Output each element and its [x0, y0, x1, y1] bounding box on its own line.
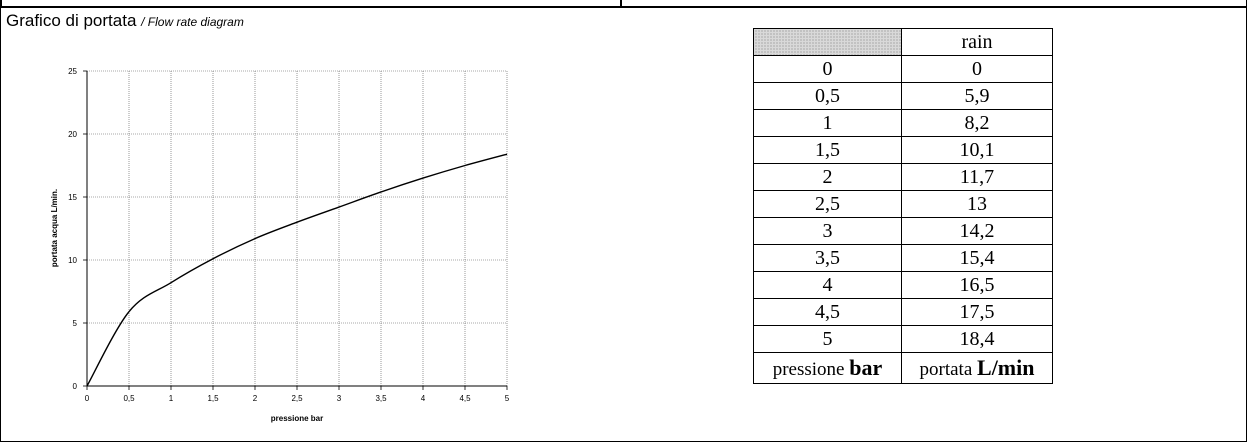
x-tick-label: 3,5	[375, 394, 387, 403]
pressure-cell: 4	[753, 271, 902, 299]
pressure-cell: 3	[753, 217, 902, 245]
y-tick-label: 0	[73, 382, 78, 391]
flow-cell: 14,2	[901, 217, 1053, 245]
footer-flow-unit: L/min	[977, 355, 1035, 380]
flow-cell: 16,5	[901, 271, 1053, 299]
pressure-cell: 1,5	[753, 136, 902, 164]
footer-pressure-text: pressione	[772, 359, 845, 380]
x-tick-labels: 0 0,5 1 1,5 2 2,5 3 3,5 4 4,5 5	[85, 394, 510, 403]
table-row: 3 14,2	[753, 217, 1053, 245]
pressure-cell: 3,5	[753, 244, 902, 272]
flow-rate-chart: 0 0,5 1 1,5 2 2,5 3 3,5 4 4,5 5 0 5 10 15 20 25 pressio…	[50, 67, 510, 423]
x-tick-label: 4	[421, 394, 426, 403]
pressure-cell: 4,5	[753, 298, 902, 326]
top-rule-divider	[620, 0, 622, 8]
y-tick-label: 25	[68, 67, 77, 76]
table-row: 4 16,5	[753, 271, 1053, 299]
flow-cell: 13	[901, 190, 1053, 218]
pressure-cell: 2	[753, 163, 902, 191]
table-row: 3,5 15,4	[753, 244, 1053, 272]
y-tick-label: 20	[68, 130, 77, 139]
table-row: 5 18,4	[753, 325, 1053, 353]
chart-axes	[83, 70, 508, 390]
flow-rate-curve	[86, 153, 508, 387]
table-row: 4,5 17,5	[753, 298, 1053, 326]
flow-cell: 10,1	[901, 136, 1053, 164]
table-row: 0,5 5,9	[753, 82, 1053, 110]
flow-cell: 15,4	[901, 244, 1053, 272]
heading-title-it: Grafico di portata	[6, 11, 137, 30]
heading-title-en: / Flow rate diagram	[141, 15, 244, 29]
footer-flow: portata L/min	[901, 352, 1053, 384]
top-rule-left-stub	[1, 0, 2, 8]
x-tick-label: 4,5	[459, 394, 471, 403]
pressure-cell: 5	[753, 325, 902, 353]
table-row: 1 8,2	[753, 109, 1053, 137]
flow-cell: 17,5	[901, 298, 1053, 326]
table-row: 2 11,7	[753, 163, 1053, 191]
x-tick-label: 2,5	[291, 394, 303, 403]
y-tick-label: 5	[73, 319, 78, 328]
flow-cell: 0	[901, 55, 1053, 83]
y-tick-label: 10	[68, 256, 77, 265]
flow-rate-table: rain 0 0 0,5 5,9 1 8,2 1,5 10,1 2 11,7 2,5 13 3 14,2 3…	[753, 28, 1053, 384]
chart-series	[86, 153, 508, 387]
x-tick-label: 0	[85, 394, 90, 403]
flow-cell: 5,9	[901, 82, 1053, 110]
y-tick-label: 15	[68, 193, 77, 202]
diagram-heading: Grafico di portata / Flow rate diagram	[6, 11, 244, 31]
flow-cell: 11,7	[901, 163, 1053, 191]
table-header-rain: rain	[901, 28, 1053, 56]
x-tick-label: 0,5	[123, 394, 135, 403]
pressure-cell: 0	[753, 55, 902, 83]
footer-pressure-unit: bar	[849, 355, 883, 380]
x-tick-label: 3	[337, 394, 342, 403]
x-tick-label: 1,5	[207, 394, 219, 403]
pressure-cell: 2,5	[753, 190, 902, 218]
table-row: 2,5 13	[753, 190, 1053, 218]
table-row: 1,5 10,1	[753, 136, 1053, 164]
top-rule	[0, 6, 1247, 8]
x-axis-label: pressione bar	[271, 414, 323, 423]
x-tick-label: 1	[169, 394, 174, 403]
footer-pressure: pressione bar	[753, 352, 902, 384]
table-footer-row: pressione bar portata L/min	[753, 352, 1053, 384]
y-axis-label: portata acqua L/min.	[50, 189, 59, 267]
footer-flow-text: portata	[919, 359, 973, 380]
flow-cell: 18,4	[901, 325, 1053, 353]
table-header-row: rain	[753, 28, 1053, 56]
y-tick-labels: 0 5 10 15 20 25	[68, 67, 77, 391]
pressure-cell: 1	[753, 109, 902, 137]
table-body: 0 0 0,5 5,9 1 8,2 1,5 10,1 2 11,7 2,5 13 3 14,2 3,5 15,…	[753, 55, 1053, 353]
flow-cell: 8,2	[901, 109, 1053, 137]
table-header-blank	[753, 28, 902, 56]
x-tick-label: 2	[253, 394, 258, 403]
pressure-cell: 0,5	[753, 82, 902, 110]
chart-grid	[87, 70, 508, 386]
x-tick-label: 5	[505, 394, 510, 403]
